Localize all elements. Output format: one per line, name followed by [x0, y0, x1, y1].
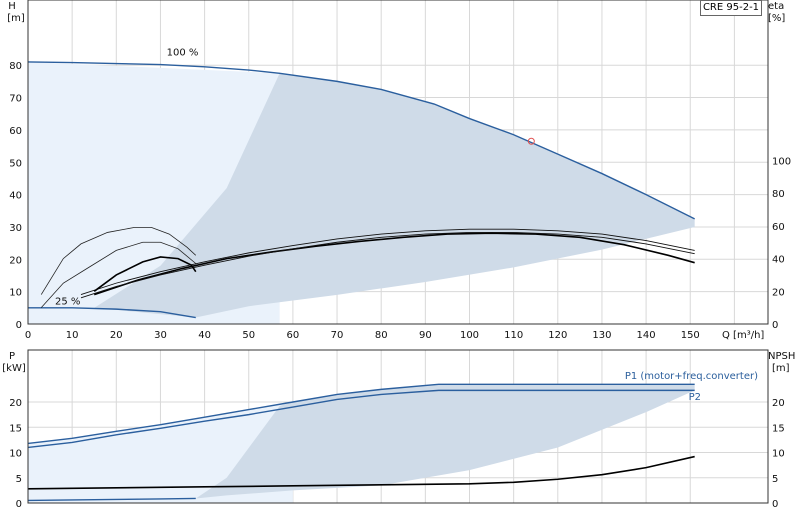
top-series-3	[80, 228, 695, 295]
chart-title: CRE 95-2-1	[700, 0, 762, 16]
x-tick-label: 140	[637, 330, 656, 341]
x-tick-label: 0	[25, 330, 31, 341]
y-right-tick-label: 20	[772, 287, 785, 298]
x-tick-label: 120	[548, 330, 567, 341]
y-left-tick-label-bottom: 10	[9, 449, 22, 460]
bottom-panel-frame	[27, 349, 769, 504]
bottom-series-3	[27, 455, 695, 490]
y-left-tick-label: 20	[9, 255, 22, 266]
x-axis-label: Q [m³/h]	[722, 330, 764, 341]
y-right-tick-label-bottom: 0	[772, 499, 778, 510]
y-left-tick-label-bottom: 20	[9, 398, 22, 409]
top-series-5	[40, 227, 197, 295]
y-right-tick-label-bottom: 20	[772, 398, 785, 409]
y-right-title-bottom: NPSH	[768, 351, 795, 362]
x-tick-label: 60	[287, 330, 300, 341]
y-left-tick-label: 60	[9, 126, 22, 137]
bottom-series-1	[27, 389, 695, 449]
operating-point-marker	[527, 137, 535, 145]
x-tick-label: 40	[198, 330, 211, 341]
y-left-title: H	[8, 1, 16, 12]
y-left-tick-label-bottom: 0	[16, 499, 22, 510]
top-series-1	[28, 307, 196, 319]
top-series-0	[27, 61, 695, 220]
top-series-6	[40, 241, 197, 308]
x-tick-label: 50	[242, 330, 255, 341]
bottom-series-0	[27, 383, 695, 445]
y-left-unit-bottom: [kW]	[2, 363, 26, 374]
region-operating-bottom	[195, 384, 695, 499]
y-right-unit-bottom: [m]	[772, 363, 790, 374]
x-tick-label: 30	[154, 330, 167, 341]
y-left-tick-label-bottom: 5	[16, 474, 22, 485]
y-right-tick-label: 40	[772, 255, 785, 266]
y-right-tick-label-bottom: 15	[772, 423, 785, 434]
legend-p2: P2	[689, 392, 701, 403]
x-tick-label: 110	[504, 330, 523, 341]
y-right-tick-label: 60	[772, 222, 785, 233]
x-tick-label: 150	[681, 330, 700, 341]
x-tick-label: 80	[375, 330, 388, 341]
y-right-tick-label: 100	[772, 157, 791, 168]
y-left-tick-label: 50	[9, 158, 22, 169]
x-tick-label: 70	[331, 330, 344, 341]
x-tick-label: 10	[66, 330, 79, 341]
y-right-unit: [%]	[768, 13, 785, 24]
bottom-series-2	[27, 497, 196, 502]
y-right-title: eta	[768, 1, 784, 12]
y-right-tick-label-bottom: 10	[772, 449, 785, 460]
x-tick-label: 130	[592, 330, 611, 341]
region-light-bottom	[28, 402, 293, 503]
legend-p1: P1 (motor+freq.converter)	[625, 371, 758, 382]
y-left-tick-label: 30	[9, 223, 22, 234]
y-right-tick-label-bottom: 5	[772, 474, 778, 485]
y-right-tick-label: 0	[772, 320, 778, 331]
x-tick-label: 90	[419, 330, 432, 341]
y-left-unit: [m]	[7, 13, 25, 24]
y-left-tick-label: 40	[9, 191, 22, 202]
y-left-tick-label: 10	[9, 288, 22, 299]
curve-annotation: 100 %	[167, 47, 199, 58]
top-series-7	[93, 256, 197, 292]
y-right-tick-label: 80	[772, 189, 785, 200]
y-left-tick-label: 0	[16, 320, 22, 331]
y-left-tick-label-bottom: 15	[9, 423, 22, 434]
top-panel-frame	[27, 0, 769, 325]
x-tick-label: 20	[110, 330, 123, 341]
y-left-tick-label: 70	[9, 94, 22, 105]
top-series-4	[80, 231, 695, 299]
y-left-title-bottom: P	[9, 351, 15, 362]
top-series-2	[93, 232, 695, 296]
curve-annotation: 25 %	[55, 297, 80, 308]
y-left-tick-label: 80	[9, 61, 22, 72]
x-tick-label: 100	[460, 330, 479, 341]
